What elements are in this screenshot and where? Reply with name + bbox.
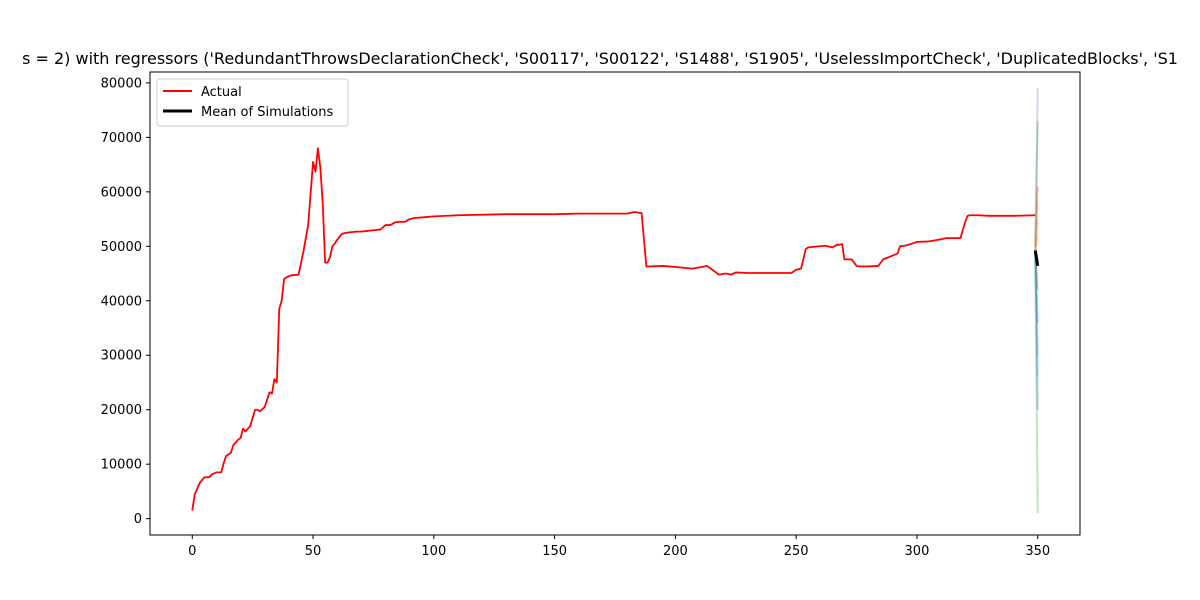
simulation-line bbox=[1034, 250, 1039, 356]
legend: Actual Mean of Simulations bbox=[156, 78, 349, 127]
series-line-mean-of-simulations bbox=[1033, 250, 1040, 267]
series-line-actual bbox=[191, 147, 1036, 511]
simulation-line bbox=[1034, 202, 1039, 252]
y-tick-label: 70000 bbox=[101, 131, 142, 146]
y-tick-label: 20000 bbox=[101, 403, 142, 418]
y-tick-label: 40000 bbox=[101, 294, 142, 309]
simulation-line bbox=[1034, 186, 1039, 252]
y-tick-label: 60000 bbox=[101, 185, 142, 200]
plot-area-frame bbox=[149, 71, 1081, 536]
simulation-line bbox=[1034, 218, 1039, 252]
simulation-lines bbox=[1034, 88, 1039, 514]
y-tick-label: 50000 bbox=[101, 240, 142, 255]
y-tick-label: 80000 bbox=[101, 76, 142, 91]
y-tick-label: 30000 bbox=[101, 349, 142, 364]
x-tick-label: 50 bbox=[305, 544, 322, 559]
simulation-line bbox=[1034, 251, 1039, 514]
y-tick-label: 10000 bbox=[101, 458, 142, 473]
series-lines bbox=[191, 147, 1040, 511]
x-axis: 0 50 100 150 200 250 300 350 bbox=[188, 535, 1050, 559]
x-tick-label: 200 bbox=[663, 544, 688, 559]
x-tick-label: 0 bbox=[188, 544, 196, 559]
y-axis: 0 10000 20000 30000 40000 50000 60000 70000 8000… bbox=[101, 76, 150, 527]
y-tick-label: 0 bbox=[134, 512, 142, 527]
x-tick-label: 350 bbox=[1025, 544, 1050, 559]
x-tick-label: 300 bbox=[905, 544, 930, 559]
legend-mean-label: Mean of Simulations bbox=[201, 105, 333, 120]
simulation-line bbox=[1034, 249, 1039, 410]
legend-actual-label: Actual bbox=[201, 85, 242, 100]
simulation-line bbox=[1034, 251, 1039, 378]
simulation-line bbox=[1034, 121, 1039, 247]
chart-title: s = 2) with regressors ('RedundantThrows… bbox=[22, 49, 1178, 68]
simulation-line bbox=[1034, 88, 1039, 247]
legend-box bbox=[156, 78, 349, 127]
x-tick-label: 250 bbox=[784, 544, 809, 559]
x-tick-label: 150 bbox=[542, 544, 567, 559]
x-tick-label: 100 bbox=[421, 544, 446, 559]
simulation-line bbox=[1034, 235, 1039, 251]
